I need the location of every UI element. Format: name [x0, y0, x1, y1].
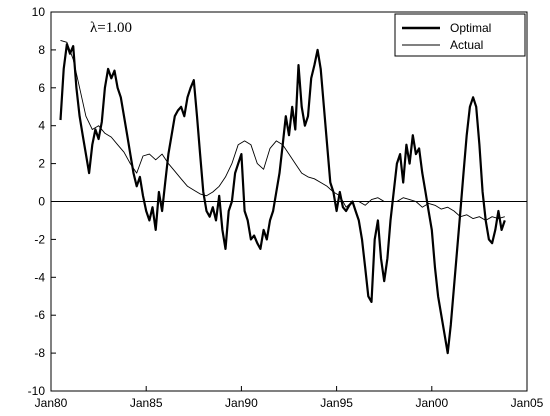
x-tick-label: Jan95 [320, 396, 353, 410]
y-tick-label: 2 [38, 157, 45, 171]
x-axis: Jan80 Jan85 Jan90 Jan95 Jan00 Jan05 [35, 386, 544, 410]
y-tick-label: 0 [38, 195, 45, 209]
y-tick-label: -8 [34, 346, 45, 360]
x-tick-label: Jan80 [35, 396, 68, 410]
y-tick-label: 10 [32, 5, 46, 19]
series-line-actual [60, 39, 505, 221]
y-tick-label: -6 [34, 308, 45, 322]
y-tick-label: -2 [34, 232, 45, 246]
y-tick-label: 6 [38, 81, 45, 95]
legend: Optimal Actual [394, 13, 526, 57]
legend-box [394, 13, 526, 57]
x-tick-label: Jan90 [225, 396, 258, 410]
lambda-annotation: λ=1.00 [90, 20, 132, 36]
y-tick-label: 8 [38, 43, 45, 57]
legend-label-optimal: Optimal [450, 21, 491, 35]
x-tick-label: Jan00 [415, 396, 448, 410]
x-tick-label: Jan85 [130, 396, 163, 410]
y-tick-label: -4 [34, 270, 45, 284]
legend-label-actual: Actual [450, 38, 483, 52]
series-layer [59, 39, 506, 355]
y-tick-label: -10 [28, 384, 46, 398]
y-tick-label: 4 [38, 119, 45, 133]
x-tick-label: Jan05 [511, 396, 544, 410]
